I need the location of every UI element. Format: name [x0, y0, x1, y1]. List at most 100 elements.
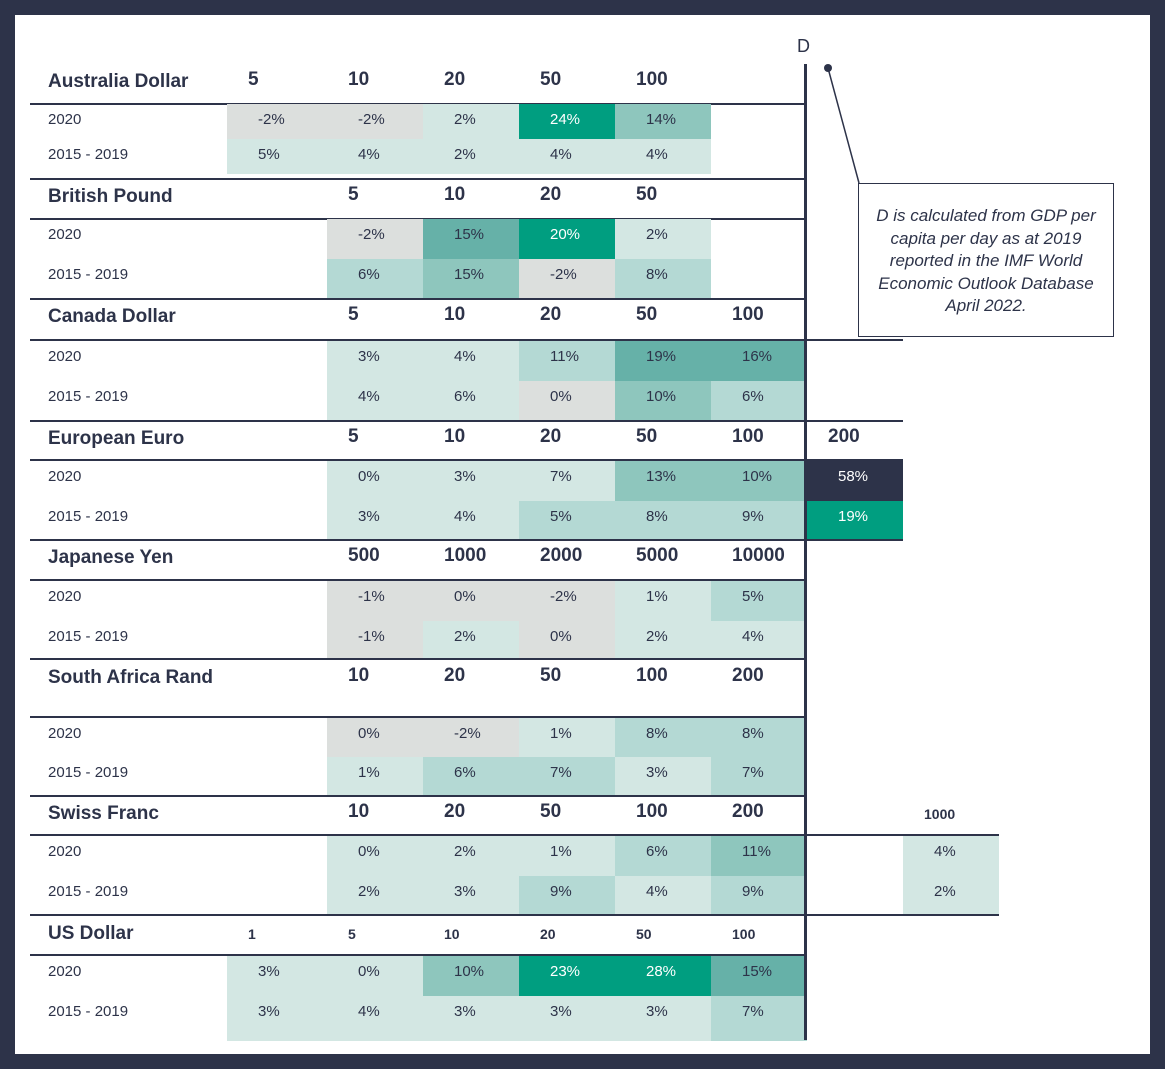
denomination-header: 20 [444, 801, 466, 822]
value-cell: 1% [615, 581, 711, 621]
currency-name: Japanese Yen [48, 547, 174, 568]
value-cell: 4% [615, 876, 711, 915]
value-cell: -2% [227, 104, 327, 139]
denomination-header: 10 [348, 801, 370, 822]
value-cell: 7% [519, 757, 615, 796]
value-cell: 3% [227, 956, 327, 996]
value-cell: 16% [711, 341, 807, 381]
value-cell: 3% [519, 996, 615, 1041]
value-cell: 11% [711, 836, 807, 876]
value-cell: -2% [327, 104, 423, 139]
value-cell: 20% [519, 219, 615, 259]
value-cell: 0% [423, 581, 519, 621]
value-cell: 4% [327, 139, 423, 174]
denomination-header: 5 [348, 184, 359, 205]
group-bottom-line [30, 178, 807, 180]
value-cell: 8% [615, 718, 711, 757]
value-cell: 4% [327, 381, 423, 420]
value-cell: 2% [423, 104, 519, 139]
denomination-header: 200 [828, 426, 860, 447]
value-cell: 6% [423, 381, 519, 420]
currency-name: British Pound [48, 186, 173, 207]
value-cell: 3% [423, 996, 519, 1041]
denomination-header: 100 [636, 801, 668, 822]
value-cell: 9% [519, 876, 615, 915]
value-cell: 15% [423, 259, 519, 298]
denomination-header: 20 [540, 426, 562, 447]
value-cell: 5% [227, 139, 327, 174]
denomination-header: 10 [444, 426, 466, 447]
value-cell: 6% [327, 259, 423, 298]
value-cell: 0% [327, 718, 423, 757]
value-cell: 23% [519, 956, 615, 996]
value-cell: 3% [423, 876, 519, 915]
denomination-header: 100 [636, 665, 668, 686]
value-cell: 5% [711, 581, 807, 621]
value-cell: -1% [327, 581, 423, 621]
value-cell: 10% [615, 381, 711, 420]
value-cell: 2% [423, 139, 519, 174]
group-bottom-line [30, 914, 999, 916]
denomination-header: 50 [636, 304, 658, 325]
row-label: 2020 [48, 963, 82, 980]
row-label: 2015 - 2019 [48, 388, 129, 405]
value-cell: 15% [711, 956, 807, 996]
value-cell: 11% [519, 341, 615, 381]
denomination-header: 5 [348, 304, 359, 325]
value-cell: -2% [519, 259, 615, 298]
currency-name: Swiss Franc [48, 803, 159, 824]
value-cell: 7% [711, 996, 807, 1041]
currency-name: Australia Dollar [48, 71, 189, 92]
value-cell: 7% [519, 461, 615, 501]
currency-name: Canada Dollar [48, 306, 176, 327]
row-label: 2020 [48, 348, 82, 365]
row-label: 2020 [48, 226, 82, 243]
group-separator-line [30, 339, 903, 341]
group-bottom-line [30, 298, 807, 300]
row-label: 2020 [48, 588, 82, 605]
denomination-header: 50 [636, 926, 652, 942]
value-cell: 19% [807, 501, 903, 540]
value-cell: 2% [327, 876, 423, 915]
currency-name: European Euro [48, 428, 185, 449]
value-cell: 3% [615, 996, 711, 1041]
value-cell: 9% [711, 876, 807, 915]
value-cell: -2% [423, 718, 519, 757]
denomination-header: 200 [732, 801, 764, 822]
row-label: 2020 [48, 725, 82, 742]
denomination-header: 20 [444, 69, 466, 90]
group-bottom-line [30, 420, 903, 422]
denomination-header: 500 [348, 545, 380, 566]
value-cell: 5% [519, 501, 615, 540]
group-bottom-line [30, 795, 807, 797]
denomination-header: 50 [540, 801, 562, 822]
denomination-header: 1000 [444, 545, 487, 566]
d-threshold-line [804, 64, 807, 1040]
denomination-header: 50 [540, 69, 562, 90]
value-cell: 24% [519, 104, 615, 139]
group-bottom-line [30, 658, 807, 660]
value-cell: -2% [519, 581, 615, 621]
denomination-header: 1000 [924, 806, 956, 822]
denomination-header: 20 [540, 304, 562, 325]
value-cell: 19% [615, 341, 711, 381]
value-cell: 2% [615, 621, 711, 660]
denomination-header: 100 [732, 926, 756, 942]
value-cell: 0% [327, 836, 423, 876]
d-threshold-label: D [797, 36, 810, 56]
value-cell: 0% [519, 381, 615, 420]
denomination-header: 1 [248, 926, 256, 942]
denomination-header: 100 [732, 426, 764, 447]
denomination-header: 10 [348, 665, 370, 686]
value-cell: 1% [519, 836, 615, 876]
d-connector-line [827, 67, 860, 184]
row-label: 2015 - 2019 [48, 508, 129, 525]
value-cell: 3% [227, 996, 327, 1041]
denomination-header: 50 [540, 665, 562, 686]
value-cell: 1% [327, 757, 423, 796]
value-cell: 4% [711, 621, 807, 660]
denomination-header: 200 [732, 665, 764, 686]
value-cell: 4% [519, 139, 615, 174]
group-separator-line [30, 834, 999, 836]
